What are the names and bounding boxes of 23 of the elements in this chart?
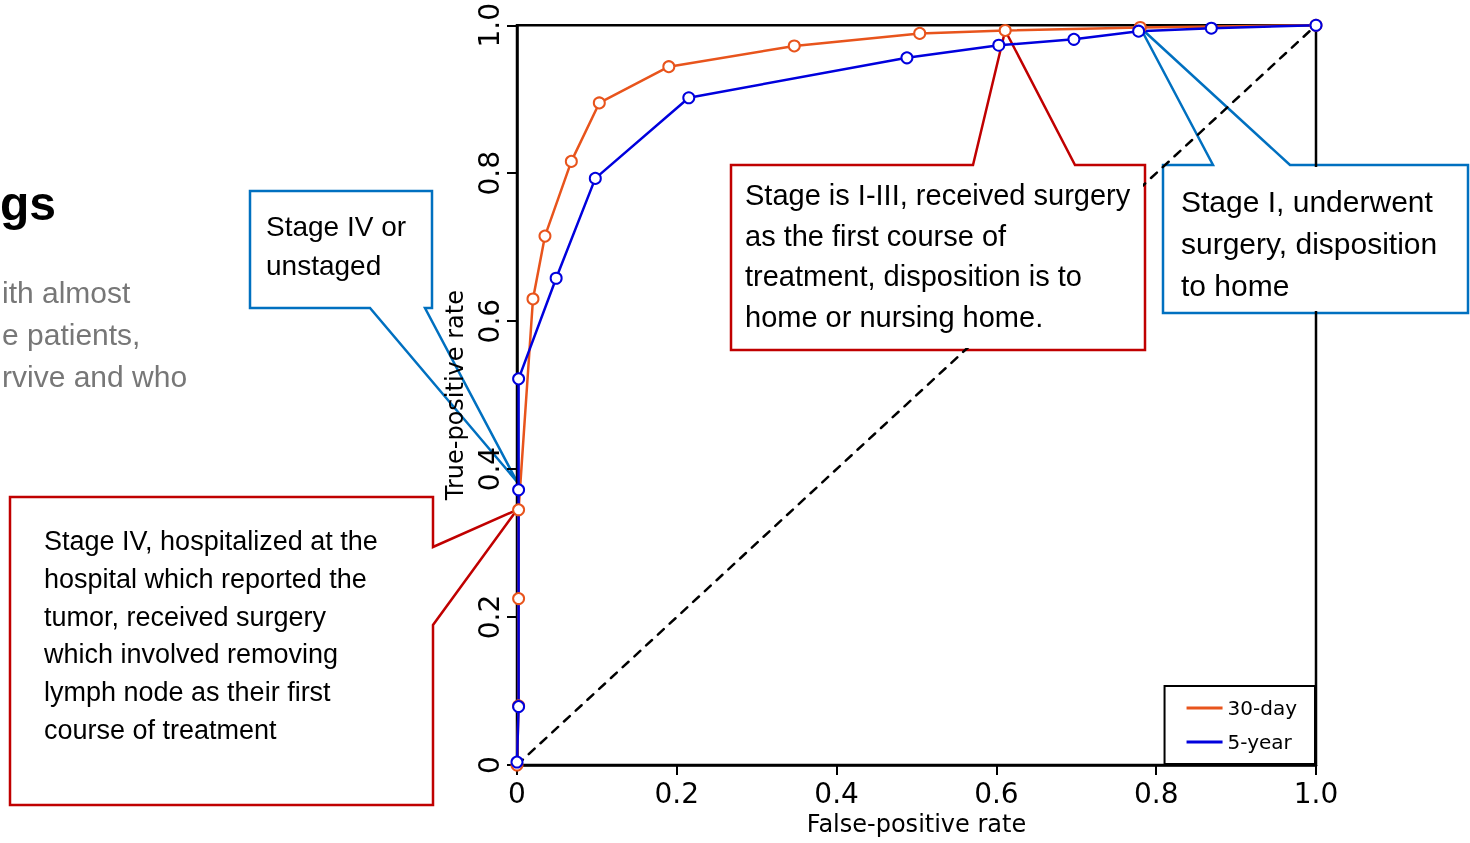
y-tick-label: 1.0 — [472, 3, 506, 48]
y-tick-label: 0.2 — [472, 594, 506, 640]
legend-label: 30-day — [1227, 696, 1298, 720]
text: ith almost — [2, 276, 131, 310]
annotation: Stage I, underwent surgery, disposition to home — [1165, 167, 1466, 311]
legend-label: 5-year — [1227, 730, 1293, 754]
x-tick-label: 0.4 — [814, 776, 859, 810]
x-axis-title: False-positive rate — [806, 809, 1027, 838]
y-tick-label: 0.6 — [472, 298, 506, 344]
annotation: Stage is I-III, received surgery as the first course of treatment, disposition is to home or nursing home. — [733, 167, 1143, 348]
text: e patients, — [2, 318, 141, 352]
y-tick-label: 0.4 — [472, 446, 506, 492]
text: Stage IV or unstaged — [252, 193, 430, 306]
x-tick-label: 0.6 — [974, 776, 1019, 810]
y-tick-label: 0 — [472, 756, 506, 774]
x-tick-label: 0.8 — [1133, 776, 1179, 810]
x-tick-label: 1.0 — [1293, 776, 1339, 810]
text: rvive and who — [2, 360, 188, 394]
text: Stage IV, hospitalized at the hospital which reported the tumor, received surgery which involved removing lymph node as their first course of treatment — [12, 499, 431, 803]
y-axis-title: True-positive rate — [441, 290, 470, 502]
x-tick-label: 0.2 — [654, 776, 700, 810]
y-tick-label: 0.8 — [472, 150, 506, 196]
text: gs — [0, 176, 57, 231]
